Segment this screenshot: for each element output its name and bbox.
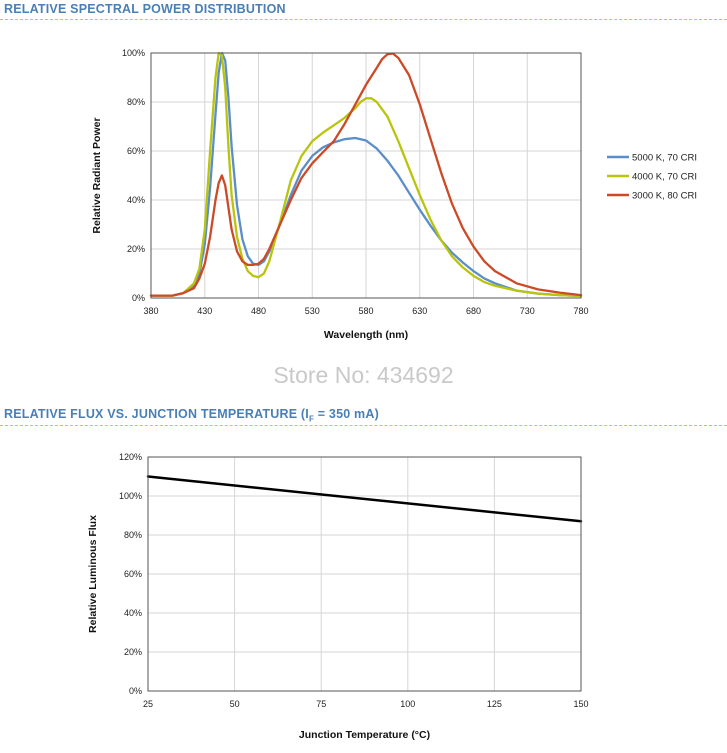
legend-label-2: 4000 K, 70 CRI bbox=[632, 172, 697, 183]
flux-chart-y-ticks: 0% 20% 40% 60% 80% 100% 120% bbox=[119, 452, 142, 696]
spectral-chart-y-ticks: 0% 20% 40% 60% 80% 100% bbox=[122, 48, 145, 303]
flux-x-tick-label: 100 bbox=[400, 699, 415, 709]
flux-x-tick-label: 125 bbox=[487, 699, 502, 709]
spectral-x-tick-label: 430 bbox=[197, 306, 212, 316]
spectral-y-tick-label: 20% bbox=[127, 244, 145, 254]
flux-title-subscript: F bbox=[308, 414, 315, 424]
spectral-x-tick-label: 730 bbox=[520, 306, 535, 316]
spectral-y-tick-label: 40% bbox=[127, 195, 145, 205]
flux-chart-gridlines bbox=[147, 456, 582, 692]
spectral-y-tick-label: 80% bbox=[127, 97, 145, 107]
spectral-chart-x-ticks: 380 430 480 530 580 630 680 730 780 bbox=[143, 306, 588, 316]
spectral-chart-section-title: RELATIVE SPECTRAL POWER DISTRIBUTION bbox=[4, 2, 286, 16]
spectral-x-tick-label: 630 bbox=[412, 306, 427, 316]
spectral-chart-x-axis-title: Wavelength (nm) bbox=[324, 329, 408, 341]
flux-y-tick-label: 0% bbox=[129, 686, 142, 696]
spectral-chart-legend: 5000 K, 70 CRI 4000 K, 70 CRI 3000 K, 80 C… bbox=[607, 153, 697, 202]
relative-flux-chart: 0% 20% 40% 60% 80% 100% 120% 25 50 75 100 125 150 J… bbox=[87, 452, 589, 741]
spectral-power-chart: 0% 20% 40% 60% 80% 100% 380 430 480 530 580 630 680… bbox=[91, 48, 697, 341]
spectral-x-tick-label: 530 bbox=[305, 306, 320, 316]
section-divider-top bbox=[0, 19, 727, 20]
flux-series-line-1 bbox=[146, 475, 583, 523]
flux-title-main: RELATIVE FLUX VS. JUNCTION TEMPERATURE (… bbox=[4, 407, 309, 421]
flux-title-tail: = 350 mA) bbox=[314, 407, 379, 421]
spectral-series-line-3 bbox=[149, 52, 583, 297]
flux-y-tick-label: 20% bbox=[124, 647, 142, 657]
store-watermark: Store No: 434692 bbox=[273, 362, 454, 388]
spectral-chart-y-axis-title: Relative Radiant Power bbox=[91, 117, 103, 233]
flux-y-tick-label: 120% bbox=[119, 452, 142, 462]
flux-x-tick-label: 150 bbox=[573, 699, 588, 709]
spectral-series-line-1 bbox=[149, 51, 583, 298]
legend-label-3: 3000 K, 80 CRI bbox=[632, 191, 697, 202]
spectral-x-tick-label: 380 bbox=[143, 306, 158, 316]
spectral-x-tick-label: 580 bbox=[358, 306, 373, 316]
flux-y-tick-label: 40% bbox=[124, 608, 142, 618]
flux-x-tick-label: 75 bbox=[316, 699, 326, 709]
spectral-y-tick-label: 100% bbox=[122, 48, 145, 58]
flux-y-tick-label: 100% bbox=[119, 491, 142, 501]
spectral-y-tick-label: 60% bbox=[127, 146, 145, 156]
flux-y-tick-label: 60% bbox=[124, 569, 142, 579]
legend-label-1: 5000 K, 70 CRI bbox=[632, 153, 697, 164]
spectral-series-line-2 bbox=[149, 51, 583, 298]
flux-chart-series bbox=[146, 475, 583, 523]
spectral-chart-series bbox=[149, 51, 583, 298]
spectral-y-tick-label: 0% bbox=[132, 293, 145, 303]
flux-chart-plot-frame bbox=[147, 456, 582, 692]
spectral-chart-plot-frame bbox=[150, 52, 582, 299]
flux-y-tick-label: 80% bbox=[124, 530, 142, 540]
flux-chart-y-axis-title: Relative Luminous Flux bbox=[87, 515, 99, 633]
flux-x-tick-label: 50 bbox=[230, 699, 240, 709]
spectral-x-tick-label: 780 bbox=[573, 306, 588, 316]
flux-x-tick-label: 25 bbox=[143, 699, 153, 709]
section-divider-bottom bbox=[0, 425, 727, 426]
flux-chart-x-ticks: 25 50 75 100 125 150 bbox=[143, 699, 589, 709]
spectral-x-tick-label: 680 bbox=[466, 306, 481, 316]
flux-chart-section-title: RELATIVE FLUX VS. JUNCTION TEMPERATURE (… bbox=[4, 407, 379, 424]
flux-chart-x-axis-title: Junction Temperature (°C) bbox=[299, 729, 430, 741]
spectral-x-tick-label: 480 bbox=[251, 306, 266, 316]
